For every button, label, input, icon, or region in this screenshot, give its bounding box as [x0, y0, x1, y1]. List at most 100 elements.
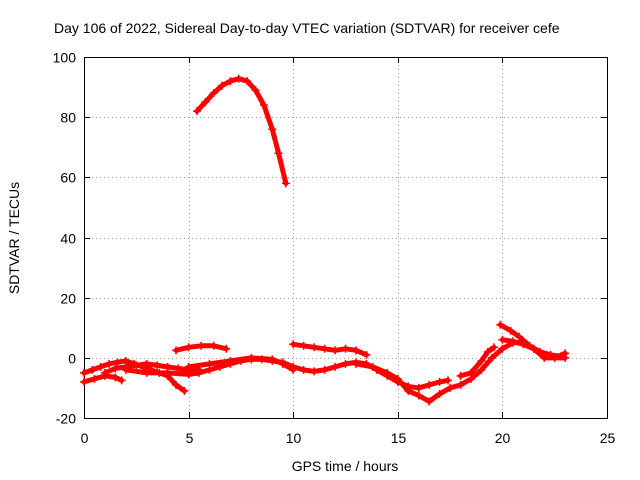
data-point — [243, 77, 252, 86]
data-point — [498, 344, 507, 353]
data-trace-segment — [173, 382, 187, 394]
data-point — [163, 368, 172, 377]
data-point — [425, 380, 434, 389]
x-tick-label: 25 — [600, 430, 616, 446]
data-point — [201, 98, 210, 107]
data-point — [142, 368, 151, 377]
y-axis-ticks: -20 0 20 40 60 80 100 — [53, 50, 607, 427]
series-arc-5 — [172, 341, 231, 355]
data-point — [425, 397, 434, 406]
data-point — [259, 101, 268, 110]
data-series — [80, 74, 570, 406]
data-point — [435, 377, 444, 386]
data-point — [268, 355, 277, 364]
data-point — [446, 383, 455, 392]
data-point — [247, 353, 256, 362]
y-tick-label: 20 — [60, 291, 76, 307]
data-point — [180, 386, 189, 395]
data-point — [487, 353, 496, 362]
data-point — [88, 365, 97, 374]
data-point — [341, 359, 350, 368]
y-tick-label: 0 — [68, 351, 76, 367]
data-point — [498, 335, 507, 344]
y-tick-label: 100 — [53, 50, 77, 66]
series-arc-4 — [100, 359, 204, 377]
data-point — [132, 361, 141, 370]
data-point — [121, 365, 130, 374]
data-trace-segment — [280, 361, 296, 373]
data-trace-segment — [552, 350, 568, 361]
data-point — [341, 344, 350, 353]
x-axis-label: GPS time / hours — [292, 458, 399, 474]
x-tick-label: 0 — [81, 430, 89, 446]
y-tick-label: 40 — [60, 231, 76, 247]
data-point — [172, 346, 181, 355]
data-point — [100, 368, 109, 377]
data-point — [105, 359, 114, 368]
data-point — [483, 347, 492, 356]
data-point — [540, 353, 549, 362]
data-point — [351, 359, 360, 368]
data-point — [456, 371, 465, 380]
data-point — [490, 343, 499, 352]
data-point — [477, 365, 486, 374]
data-point — [320, 344, 329, 353]
data-point — [80, 377, 88, 386]
series-arc-8 — [184, 353, 298, 374]
data-point — [515, 332, 524, 341]
data-point — [496, 320, 505, 329]
data-point — [331, 346, 340, 355]
data-point — [320, 365, 329, 374]
data-trace-segment — [395, 376, 411, 394]
data-point — [195, 368, 204, 377]
data-point — [368, 362, 377, 371]
data-trace-segment — [353, 347, 369, 358]
data-point — [435, 389, 444, 398]
series-arc-1 — [192, 74, 290, 188]
data-point — [550, 353, 559, 362]
data-point — [222, 344, 231, 353]
data-point — [218, 81, 227, 90]
x-tick-label: 20 — [495, 430, 511, 446]
data-point — [289, 365, 298, 374]
y-tick-label: -20 — [56, 411, 76, 427]
data-point — [174, 364, 183, 373]
data-point — [310, 367, 319, 376]
data-point — [209, 89, 218, 98]
data-point — [172, 380, 181, 389]
data-point — [281, 179, 290, 188]
y-tick-label: 80 — [60, 110, 76, 126]
data-point — [289, 340, 298, 349]
x-axis-ticks: 0 5 10 15 20 25 — [81, 57, 616, 446]
y-tick-label: 60 — [60, 170, 76, 186]
data-point — [456, 380, 465, 389]
data-point — [111, 364, 120, 373]
data-point — [404, 386, 413, 395]
data-point — [251, 86, 260, 95]
x-tick-label: 10 — [286, 430, 302, 446]
data-point — [519, 340, 528, 349]
data-point — [299, 341, 308, 350]
data-point — [80, 368, 88, 377]
data-point — [117, 376, 126, 385]
series-arc-7 — [289, 340, 371, 359]
data-point — [111, 373, 120, 382]
data-point — [226, 356, 235, 365]
data-point — [561, 349, 570, 358]
data-point — [153, 361, 162, 370]
data-point — [383, 368, 392, 377]
data-point — [414, 383, 423, 392]
data-trace-segment — [276, 150, 289, 186]
data-point — [184, 343, 193, 352]
data-point — [96, 362, 105, 371]
data-point — [362, 350, 371, 359]
data-point — [205, 359, 214, 368]
data-point — [278, 359, 287, 368]
data-trace-segment — [468, 358, 484, 376]
x-tick-label: 5 — [186, 430, 194, 446]
data-point — [192, 107, 201, 116]
data-point — [414, 391, 423, 400]
x-tick-label: 15 — [391, 430, 407, 446]
data-point — [197, 341, 206, 350]
